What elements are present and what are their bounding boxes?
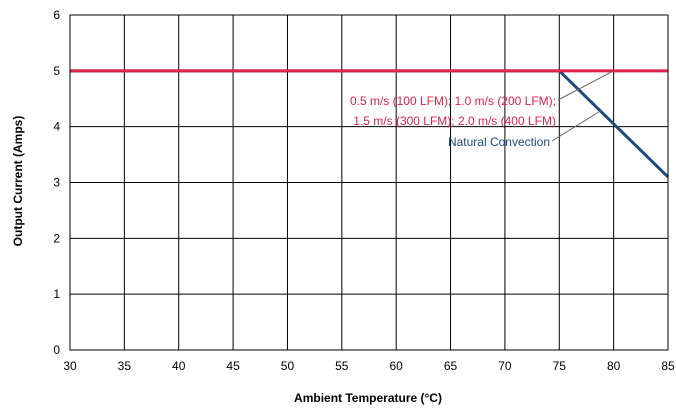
annotation-leaders [551, 70, 614, 142]
x-tick-label: 50 [281, 359, 295, 373]
x-tick-label: 55 [335, 359, 349, 373]
y-axis-title: Output Current (Amps) [11, 116, 25, 247]
y-tick-label: 1 [53, 287, 60, 301]
x-tick-label: 40 [172, 359, 186, 373]
x-tick-label: 60 [390, 359, 404, 373]
x-axis-title: Ambient Temperature (°C) [294, 391, 442, 405]
leader-air-flow [557, 70, 614, 101]
plot-frame [69, 14, 669, 351]
x-tick-label: 35 [118, 359, 132, 373]
x-tick-label: 65 [444, 359, 458, 373]
leader-natural-convection [551, 109, 603, 142]
series-layer [70, 69, 670, 178]
y-tick-label: 4 [53, 120, 60, 134]
x-tick-label: 70 [498, 359, 512, 373]
y-tick-label: 6 [53, 8, 60, 22]
x-tick-label: 30 [63, 359, 77, 373]
annotation-air-flow-2: 1.5 m/s (300 LFM); 2.0 m/s (400 LFM) [353, 114, 556, 128]
annotation-air-flow-1: 0.5 m/s (100 LFM); 1.0 m/s (200 LFM); [350, 94, 556, 108]
y-tick-label: 2 [53, 231, 60, 245]
y-tick-labels: 0 1 2 3 4 5 6 [53, 8, 60, 357]
x-tick-labels: 30 35 40 45 50 55 60 65 70 75 80 85 [63, 359, 675, 373]
y-tick-label: 3 [53, 176, 60, 190]
x-tick-label: 80 [607, 359, 621, 373]
annotation-natural-convection: Natural Convection [448, 135, 550, 149]
y-tick-label: 5 [53, 64, 60, 78]
x-tick-label: 45 [226, 359, 240, 373]
x-tick-label: 75 [553, 359, 567, 373]
x-tick-label: 85 [661, 359, 675, 373]
grid [69, 14, 669, 351]
y-tick-label: 0 [53, 343, 60, 357]
